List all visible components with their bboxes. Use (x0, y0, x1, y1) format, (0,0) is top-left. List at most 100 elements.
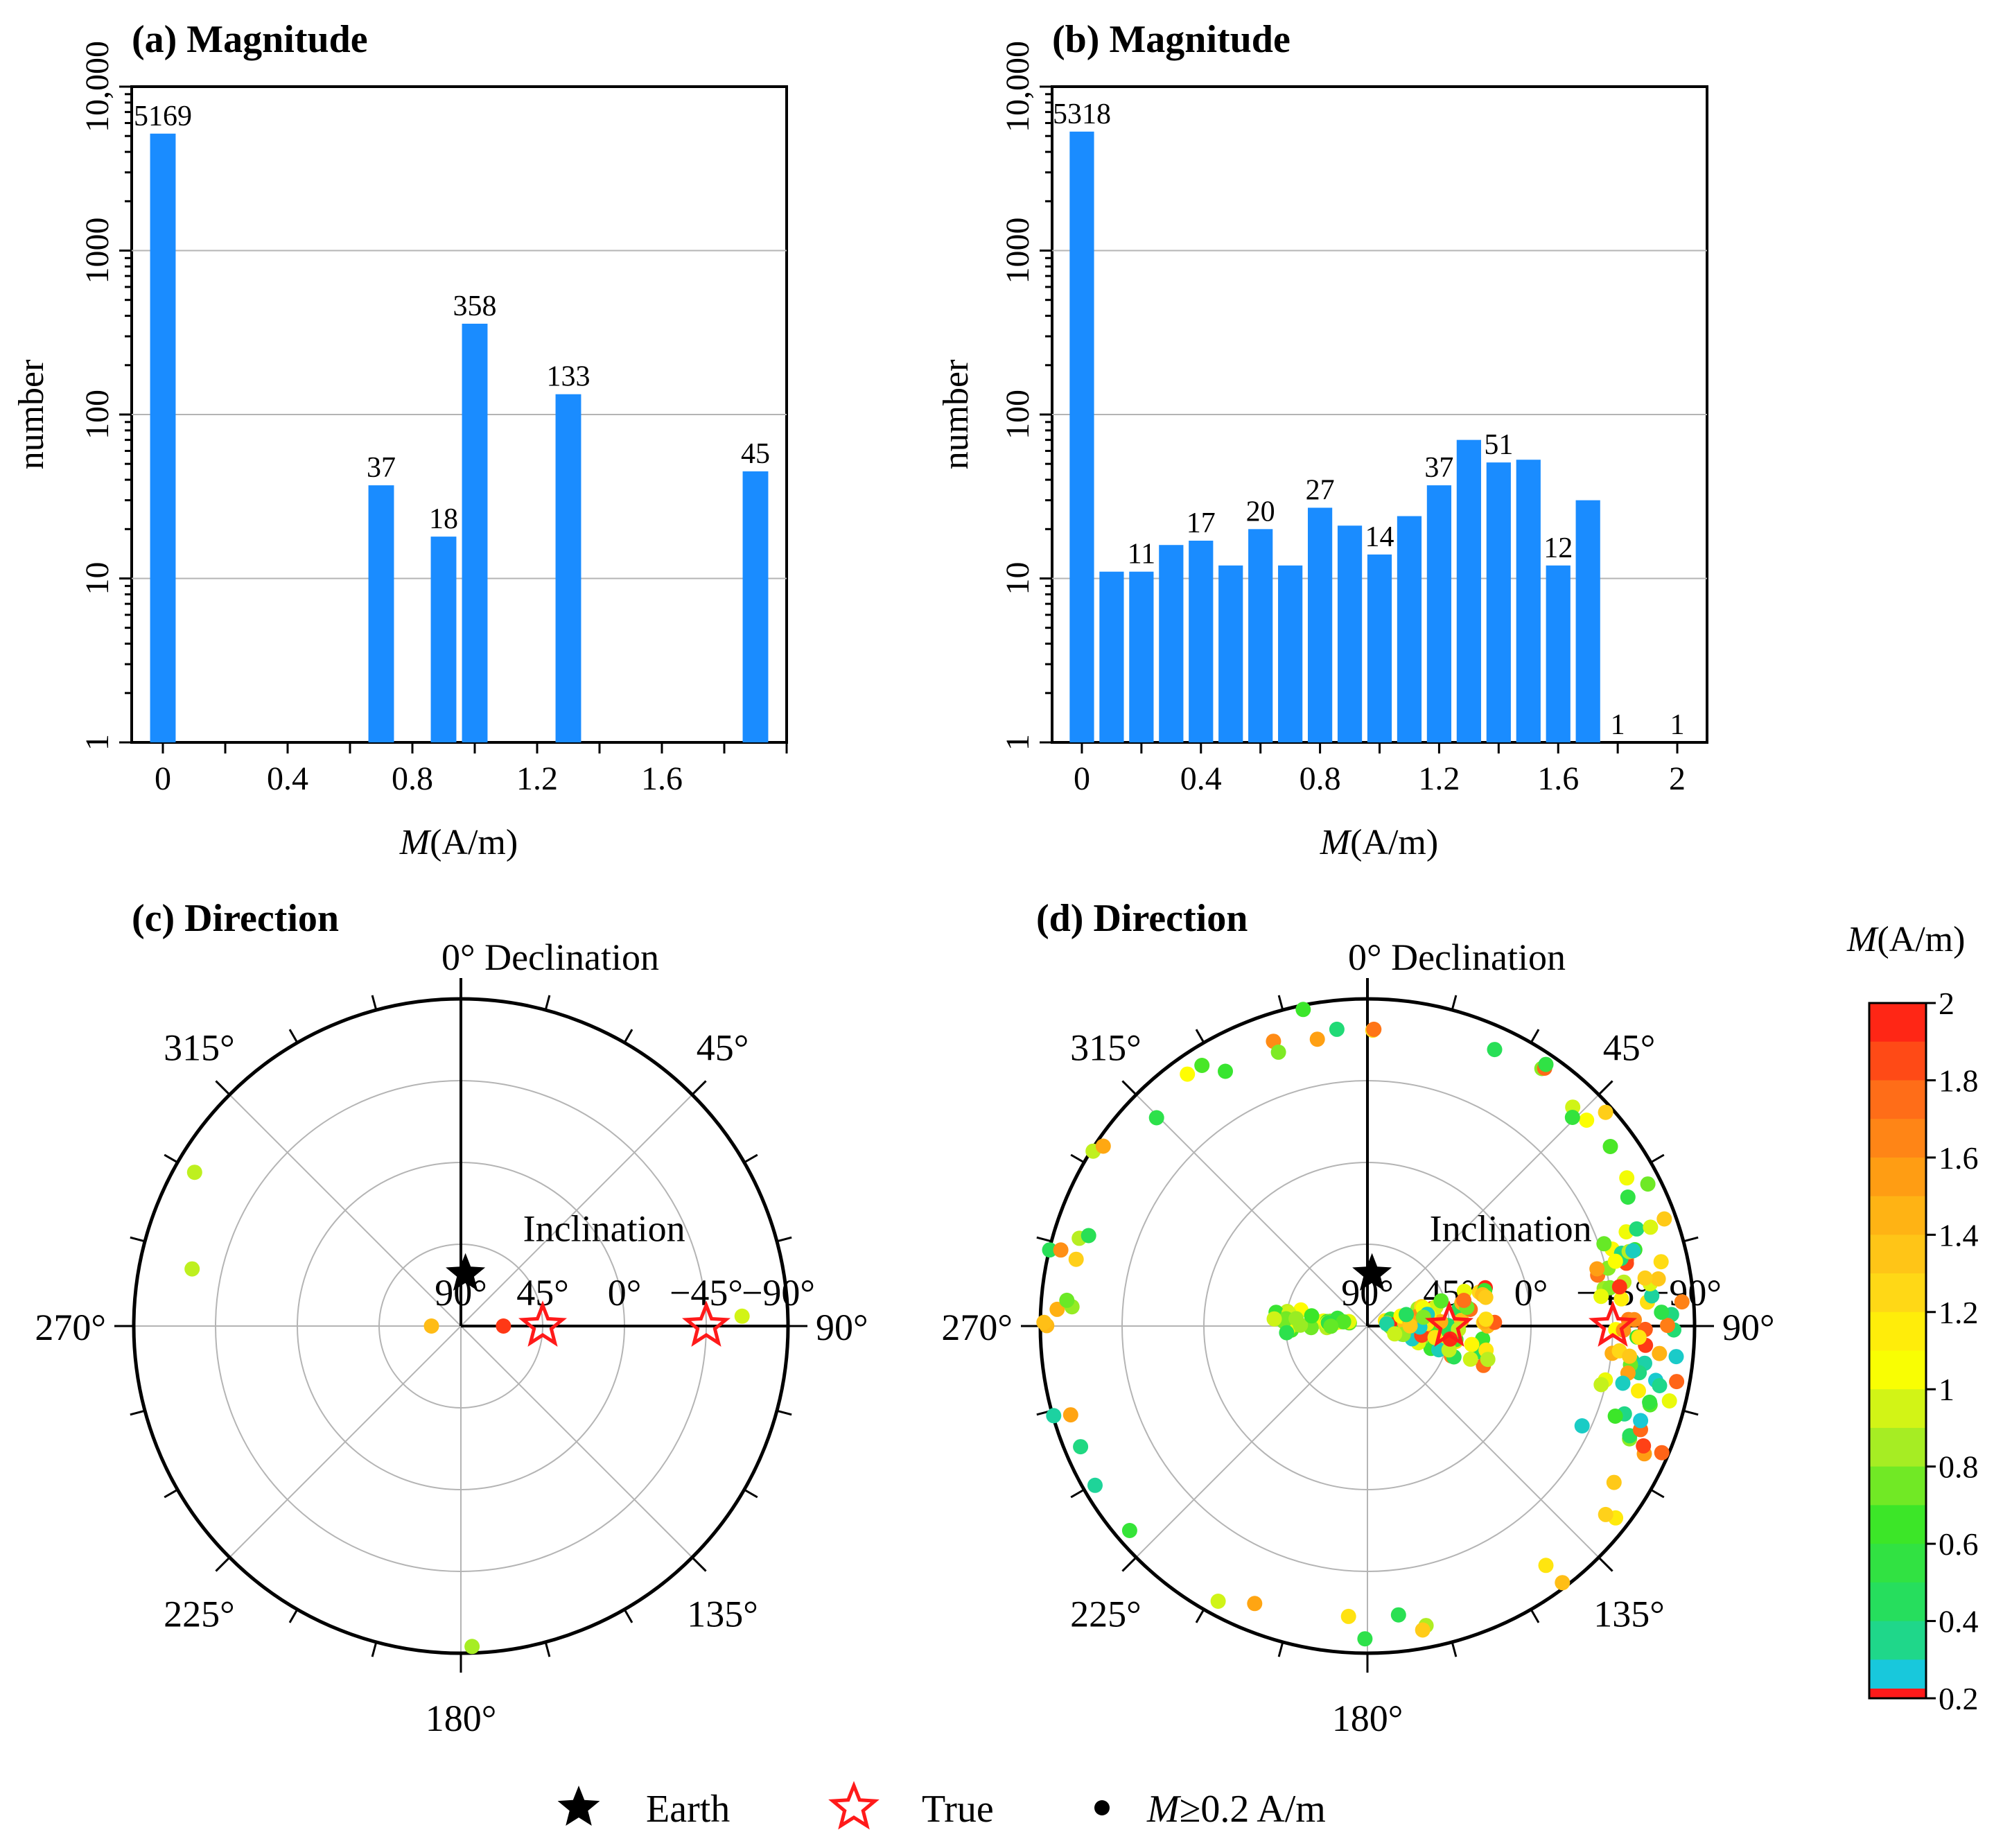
direction-point (1625, 1243, 1641, 1259)
panel-a-y-axis-label: number (12, 360, 51, 470)
direction-point (496, 1318, 511, 1334)
direction-point (1270, 1044, 1286, 1060)
polar-spoke (1135, 1325, 1368, 1558)
bar-value-label: 27 (1306, 474, 1335, 506)
direction-point (1538, 1056, 1554, 1072)
bar-value-label: 358 (453, 290, 497, 322)
bar-value-label: 11 (1128, 539, 1155, 570)
polar-tick (1277, 1641, 1284, 1657)
polar-spoke (229, 1325, 462, 1558)
bar (1248, 529, 1273, 742)
polar-tick (1650, 1153, 1665, 1164)
radial-label: 0° (608, 1272, 642, 1314)
x-tick-label: 0.4 (1180, 760, 1222, 797)
colorbar-title: M(A/m) (1846, 920, 1965, 959)
colorbar-segment (1869, 1235, 1926, 1275)
polar-tick (1683, 1409, 1699, 1416)
angle-label: 135° (687, 1594, 758, 1635)
direction-point (423, 1318, 439, 1334)
direction-point (1464, 1336, 1480, 1352)
direction-point (1611, 1279, 1627, 1295)
direction-point (1068, 1251, 1084, 1267)
polar-spoke (229, 1094, 462, 1327)
direction-point (1538, 1558, 1554, 1574)
bar (1129, 571, 1154, 742)
direction-point (1593, 1289, 1609, 1305)
colorbar-body: 0.2 0.4 0.6 0.8 1 1.2 1.4 1.6 1.8 2 (1868, 986, 1979, 1716)
angle-label: 270° (35, 1307, 106, 1348)
polar-tick (1530, 1029, 1540, 1043)
polar-tick (1598, 1556, 1613, 1572)
radial-label: −90° (742, 1272, 815, 1314)
direction-point (1598, 1104, 1613, 1120)
colorbar-low-cap (1869, 1689, 1926, 1698)
bar-value-label: 14 (1365, 521, 1394, 553)
direction-point (1593, 1377, 1609, 1393)
colorbar-tick-label: 0.6 (1939, 1526, 1979, 1562)
direction-point (1631, 1383, 1646, 1399)
y-tick-label: 100 (999, 390, 1036, 439)
panel-c-polar-plot: 45° 90° 135° 180° 225° 270° 315° 0° Declination… (35, 936, 868, 1739)
polar-tick (1121, 1080, 1137, 1096)
colorbar: M(A/m) 0.2 0.4 0.6 0.8 1 1.2 1.4 1.6 1.8 2 (1846, 920, 1979, 1716)
earth-direction-star (446, 1253, 486, 1291)
colorbar-tick-label: 0.2 (1939, 1681, 1979, 1716)
x-tick-label: 1.6 (641, 760, 683, 797)
panel-c-title: (c) Direction (132, 897, 339, 940)
bar (742, 471, 769, 742)
colorbar-segment (1869, 1582, 1926, 1622)
colorbar-segment (1869, 1273, 1926, 1313)
direction-point (1304, 1308, 1320, 1324)
direction-point (1654, 1305, 1670, 1320)
angle-label: 270° (941, 1307, 1013, 1348)
bar-value-label: 12 (1543, 532, 1573, 564)
direction-point (1415, 1622, 1431, 1638)
bar-value-label: 1 (1611, 709, 1625, 741)
colorbar-segment (1869, 1389, 1926, 1429)
polar-tick (1277, 995, 1284, 1011)
legend-earth-star-icon (557, 1786, 600, 1826)
panel-b-y-axis-label: number (936, 360, 976, 470)
colorbar-tick-label: 0.8 (1939, 1449, 1979, 1485)
bar (430, 537, 457, 742)
direction-point (1602, 1139, 1618, 1154)
polar-tick (744, 1488, 758, 1499)
bar (1159, 545, 1184, 742)
bar-value-label: 133 (547, 361, 591, 393)
angle-label: 225° (1070, 1594, 1141, 1635)
polar-tick (130, 1236, 146, 1243)
legend-point-dot-icon (1094, 1800, 1110, 1815)
x-tick-label: 0 (1074, 760, 1090, 797)
y-tick-label: 10 (999, 562, 1036, 595)
true-direction-star (518, 1300, 568, 1347)
direction-point (1564, 1110, 1580, 1125)
direction-point (1288, 1311, 1304, 1327)
polar-tick (1121, 1556, 1137, 1572)
direction-point (1478, 1289, 1494, 1305)
x-tick-label: 0.8 (1300, 760, 1341, 797)
colorbar-segment (1869, 1041, 1926, 1081)
direction-point (1121, 1523, 1137, 1538)
true-direction-star (1424, 1300, 1474, 1347)
direction-point (1042, 1242, 1058, 1258)
angle-label: 315° (1070, 1027, 1141, 1068)
colorbar-segment (1869, 1311, 1926, 1352)
bar-value-label: 17 (1187, 507, 1216, 539)
direction-point (1656, 1211, 1672, 1227)
polar-tick (1070, 1488, 1085, 1499)
legend: Earth True M≥0.2 A/m (557, 1781, 1326, 1831)
direction-point (1390, 1607, 1406, 1623)
y-tick-label: 1000 (999, 218, 1036, 284)
colorbar-segment (1869, 1466, 1926, 1506)
direction-point (1669, 1374, 1685, 1390)
direction-point (1478, 1311, 1494, 1327)
direction-point (1415, 1309, 1431, 1325)
angle-label: 180° (1332, 1698, 1403, 1739)
direction-point (1589, 1261, 1605, 1277)
direction-point (1555, 1575, 1571, 1591)
angle-label: 90° (1722, 1307, 1775, 1348)
direction-point (1637, 1270, 1653, 1286)
panel-b-title: (b) Magnitude (1052, 18, 1291, 61)
y-tick-label: 100 (79, 390, 116, 439)
